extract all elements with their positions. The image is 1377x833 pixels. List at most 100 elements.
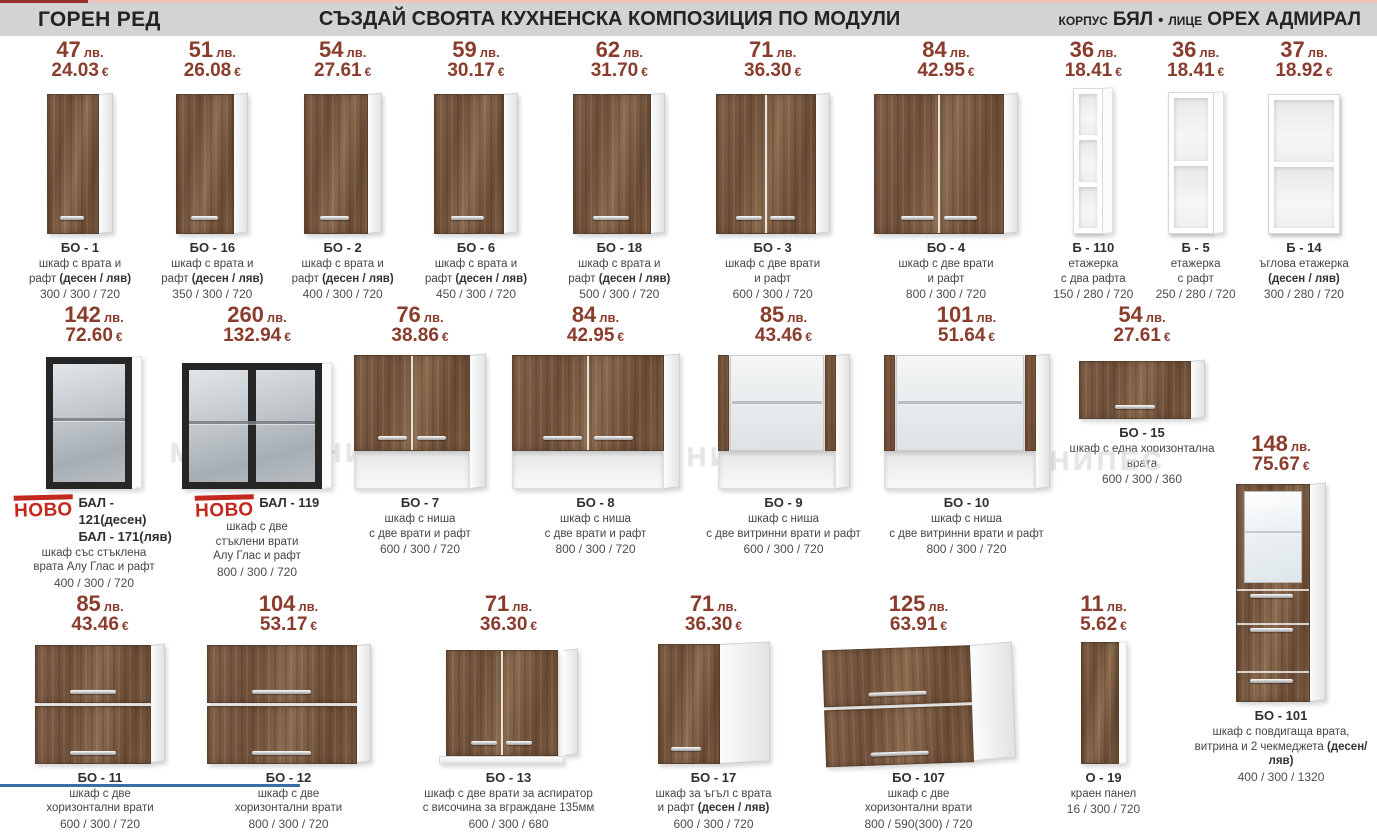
cabinet-front bbox=[821, 644, 972, 707]
cabinet-image-d1 bbox=[573, 92, 666, 235]
price-eur: 36.30 € bbox=[744, 60, 801, 82]
price-lv: 47 лв. bbox=[51, 38, 108, 61]
description-line: с рафт bbox=[1156, 272, 1236, 287]
price-block: 125 лв. 63.91 € bbox=[889, 592, 949, 638]
product-code: БО - 12 bbox=[265, 769, 312, 785]
price-lv-value: 148 bbox=[1251, 431, 1288, 456]
product-text: БО - 2 шкаф с врата и рафт (десен / ляв) 40… bbox=[292, 240, 394, 303]
price-block: 71 лв. 36.30 € bbox=[744, 38, 801, 84]
description-line: шкаф с две врати bbox=[725, 257, 820, 272]
product-code: БО - 3 bbox=[753, 240, 792, 255]
product-card: 125 лв. 63.91 € БО - 107 шкаф с две хоризонтал… bbox=[801, 592, 1036, 833]
door-handle-icon bbox=[416, 435, 447, 440]
price-eur-value: 18.41 bbox=[1064, 60, 1113, 82]
cabinet-image-glass2 bbox=[182, 361, 332, 489]
shelf-compartment bbox=[1079, 140, 1098, 182]
price-eur: 31.70 € bbox=[591, 60, 648, 82]
cabinet-image-area bbox=[1267, 84, 1340, 234]
description-line: хоризонтални врати bbox=[46, 801, 153, 816]
cabinet-front bbox=[206, 705, 357, 764]
description-text: шкаф със стъклена bbox=[41, 546, 147, 559]
cabinet-side bbox=[835, 353, 850, 489]
description-text: Алу Глас и рафт bbox=[213, 550, 301, 563]
price-lv: 142 лв. bbox=[64, 303, 124, 326]
price-eur-value: 18.41 bbox=[1167, 60, 1215, 82]
description-text: шкаф с врата и bbox=[434, 257, 518, 270]
catalog-grid: МЕБЕЛИ НИПЕС МЕБЕЛИ НИПЕС МЕБЕЛИ НИПЕС 4… bbox=[0, 36, 1377, 831]
novo-badge: НОВО bbox=[13, 494, 73, 522]
glass-door bbox=[46, 356, 132, 489]
product-text: НОВО БАЛ - 119 шкаф с две стъклени врати Алу… bbox=[194, 494, 320, 581]
currency-lv-label: лв. bbox=[512, 598, 533, 614]
cabinet-image-hdoor1 bbox=[1079, 359, 1205, 419]
description-line: шкаф със стъклена bbox=[14, 546, 174, 561]
cabinet-image-area bbox=[206, 638, 371, 764]
dimensions: 150 / 280 / 720 bbox=[1053, 287, 1134, 302]
price-block: 85 лв. 43.46 € bbox=[71, 592, 128, 638]
price-lv-value: 84 bbox=[571, 301, 597, 327]
cabinet-front bbox=[573, 94, 652, 234]
product-card: 84 лв. 42.95 € БО - 8 шкаф с ниша с две врати … bbox=[501, 303, 691, 558]
price-lv-value: 54 bbox=[1118, 301, 1143, 327]
price-eur-value: 63.91 bbox=[889, 613, 938, 635]
price-lv-value: 104 bbox=[258, 590, 296, 616]
price-block: 36 лв. 18.41 € bbox=[1167, 38, 1224, 84]
price-lv-value: 125 bbox=[888, 590, 926, 616]
glass-door bbox=[182, 362, 322, 489]
description-line: рафт (десен / ляв) bbox=[425, 272, 527, 287]
price-lv: 125 лв. bbox=[889, 592, 949, 615]
product-card: 101 лв. 51.64 € БО - 10 шкаф с ниша с две витр… bbox=[877, 303, 1057, 558]
door-handle-icon bbox=[251, 750, 312, 755]
description-line: стъклени врати bbox=[195, 535, 320, 550]
description-line: рафт (десен / ляв) bbox=[161, 272, 263, 287]
dimensions: 800 / 300 / 720 bbox=[555, 542, 636, 557]
price-lv: 62 лв. bbox=[591, 38, 648, 61]
description-line: шкаф с врата и bbox=[161, 257, 263, 272]
product-card: 71 лв. 36.30 € БО - 3 шкаф с две врати и рафт 6… bbox=[694, 38, 852, 303]
price-eur: 26.08 € bbox=[184, 60, 241, 82]
price-block: 142 лв. 72.60 € bbox=[64, 303, 124, 349]
dimensions: 800 / 300 / 720 bbox=[216, 565, 298, 580]
cabinet-image-shelf2 bbox=[1167, 90, 1224, 234]
currency-lv-label: лв. bbox=[103, 309, 124, 325]
currency-lv-label: лв. bbox=[717, 598, 738, 614]
open-shelf bbox=[1267, 94, 1340, 234]
product-code: БО - 1 bbox=[60, 240, 100, 255]
product-code: БО - 9 bbox=[764, 494, 803, 510]
product-card: 76 лв. 38.86 € БО - 7 шкаф с ниша с две врати … bbox=[340, 303, 500, 558]
price-lv-value: 142 bbox=[64, 301, 101, 327]
price-lv: 71 лв. bbox=[480, 592, 537, 615]
price-lv: 51 лв. bbox=[184, 38, 241, 61]
description-text: и рафт bbox=[927, 272, 965, 285]
currency-eur-label: € bbox=[1163, 330, 1171, 345]
price-eur-value: 5.62 bbox=[1080, 613, 1118, 635]
price-eur: 36.30 € bbox=[685, 614, 742, 636]
description-line: с две врати и рафт bbox=[545, 527, 647, 542]
vitrine-door-right bbox=[1024, 354, 1036, 451]
currency-eur-label: € bbox=[1115, 65, 1122, 80]
price-block: 71 лв. 36.30 € bbox=[685, 592, 742, 638]
price-lv-value: 85 bbox=[76, 590, 101, 616]
description-line: (десен / ляв) bbox=[1259, 272, 1349, 287]
description-text: с два рафта bbox=[1060, 272, 1126, 285]
price-lv-value: 54 bbox=[318, 37, 344, 62]
door-handle-icon bbox=[377, 435, 408, 440]
glass-door-divider bbox=[248, 369, 256, 482]
cabinet-image-area bbox=[511, 349, 680, 489]
price-block: 84 лв. 42.95 € bbox=[917, 38, 974, 84]
price-eur: 27.61 € bbox=[1113, 325, 1171, 347]
price-lv-value: 36 bbox=[1171, 37, 1197, 62]
description-text: шкаф с врата и bbox=[38, 257, 122, 270]
price-eur: 53.17 € bbox=[259, 614, 319, 636]
cabinet-front bbox=[35, 644, 151, 703]
code-lines: БАЛ - 121(десен) БАЛ - 171(ляв) bbox=[79, 495, 174, 546]
dimensions: 300 / 280 / 720 bbox=[1263, 287, 1344, 302]
product-text: БО - 18 шкаф с врата и рафт (десен / ляв) 5… bbox=[568, 240, 670, 303]
cabinet-image-d2 bbox=[873, 92, 1018, 235]
price-lv-value: 71 bbox=[484, 590, 510, 616]
dimensions: 600 / 300 / 360 bbox=[1101, 472, 1183, 487]
currency-eur-label: € bbox=[441, 330, 449, 345]
cabinet-front bbox=[354, 354, 470, 451]
currency-eur-label: € bbox=[234, 65, 241, 80]
description-line: врата bbox=[1069, 457, 1214, 472]
